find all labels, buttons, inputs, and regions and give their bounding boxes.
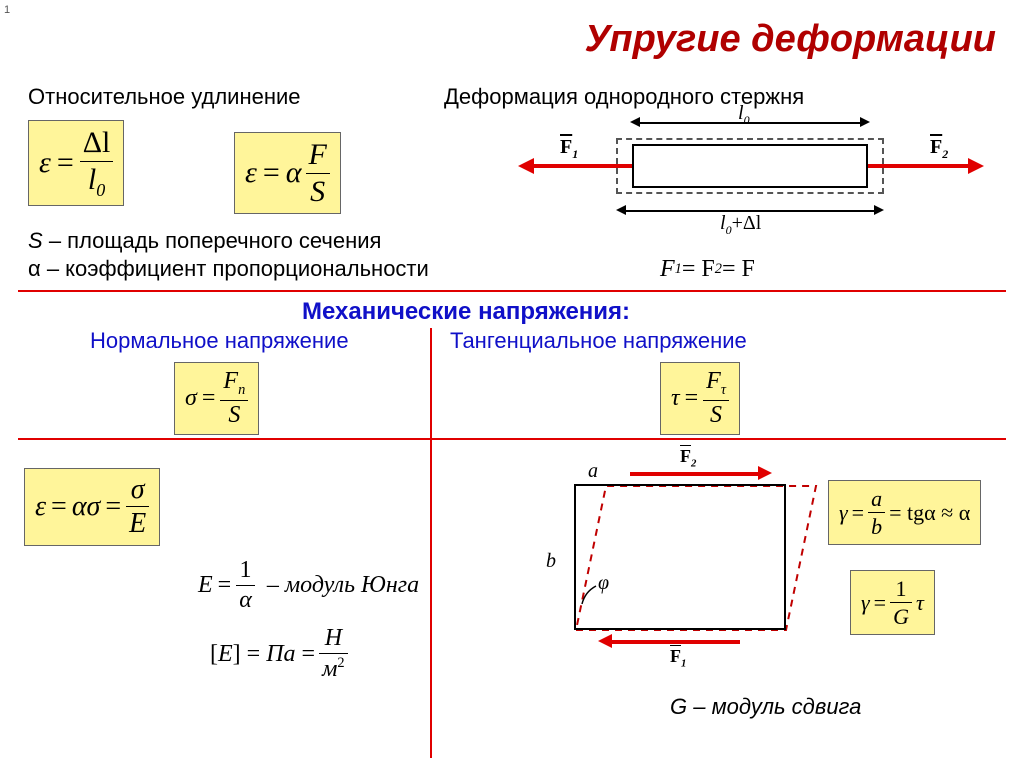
rod-diagram: l0 F1 F2 l0+Δl — [500, 108, 980, 248]
section-header: Механические напряжения: — [302, 298, 630, 326]
note-alpha: α – коэффициент пропорциональности — [28, 256, 429, 282]
formula-young: E= 1 α – модуль Юнга — [198, 558, 419, 613]
formula-sigma: σ= Fn S — [174, 362, 259, 435]
shear-diagram: F2 F1 a b φ — [540, 454, 810, 674]
forces-equal: F1 = F2 = F — [660, 256, 755, 283]
slide-hint: 1 — [4, 4, 10, 16]
note-G: G – модуль сдвига — [670, 694, 861, 720]
label-relative-elongation: Относительное удлинение — [28, 84, 301, 110]
label-normal-stress: Нормальное напряжение — [90, 328, 349, 354]
formula-tau: τ= Fτ S — [660, 362, 740, 435]
separator-2 — [18, 438, 1006, 440]
separator-1 — [18, 290, 1006, 292]
formula-gamma-G: γ= 1 G τ — [850, 570, 935, 635]
formula-eps-sigma: ε=ασ= σ E — [24, 468, 160, 546]
formula-eps-fs: ε= α F S — [234, 132, 341, 214]
formula-young-units: [E] = Па = Н м2 — [210, 626, 348, 682]
formula-eps-dl: ε= Δl l0 — [28, 120, 124, 206]
label-tangential-stress: Тангенциальное напряжение — [450, 328, 747, 354]
label-rod-deformation: Деформация однородного стержня — [444, 84, 804, 110]
formula-gamma-ab: γ= a b = tgα ≈ α — [828, 480, 981, 545]
page-title: Упругие деформации — [585, 18, 996, 61]
note-S: S S – площадь поперечного сечения– площа… — [28, 228, 381, 254]
vertical-separator — [430, 328, 432, 758]
